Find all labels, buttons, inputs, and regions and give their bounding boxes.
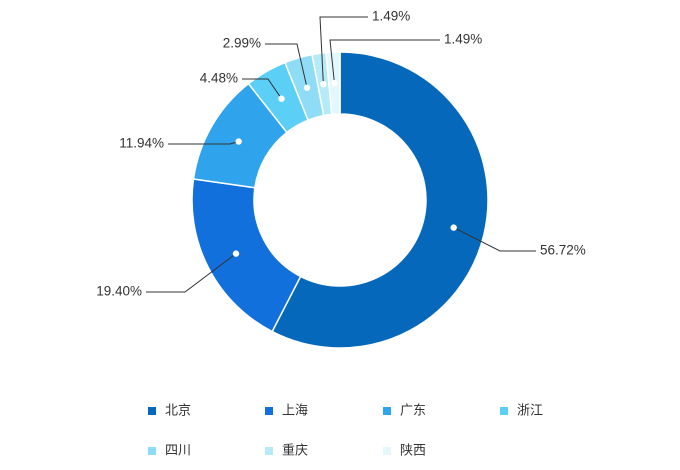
donut-slices: [191, 51, 489, 349]
legend-swatch-7[interactable]: [383, 447, 391, 455]
leader-dot-3: [235, 138, 242, 145]
legend-label-7[interactable]: 陕西: [400, 444, 426, 459]
leader-line-5: [265, 43, 308, 88]
legend-label-5[interactable]: 四川: [165, 444, 191, 459]
legend-label-6[interactable]: 重庆: [282, 443, 308, 459]
data-label-6: 1.49%: [372, 9, 410, 24]
percentage-labels: 56.72% 19.40% 11.94% 4.48% 2.99% 1.49% 1.49%: [96, 9, 586, 299]
slice-1[interactable]: [271, 51, 489, 349]
legend-swatch-5[interactable]: [148, 447, 156, 455]
slice-2[interactable]: [191, 178, 302, 333]
leader-dot-6: [320, 80, 327, 88]
leader-dot-4: [278, 95, 285, 102]
leader-dot-7: [331, 79, 338, 87]
leader-line-2: [146, 253, 237, 293]
leader-line-7: [329, 39, 440, 84]
leader-dot-5: [303, 84, 311, 91]
legend-swatch-2[interactable]: [265, 407, 273, 415]
leader-line-1: [453, 227, 536, 252]
legend-label-1[interactable]: 北京: [165, 404, 191, 419]
legend-label-2[interactable]: 上海: [282, 404, 308, 419]
leader-line-6: [319, 16, 368, 85]
leader-dot-1: [450, 224, 457, 231]
data-label-3: 11.94%: [119, 136, 164, 151]
data-label-4: 4.48%: [200, 71, 238, 86]
data-label-5: 2.99%: [223, 36, 261, 51]
leader-dot-2: [232, 250, 240, 257]
legend-label-4[interactable]: 浙江: [517, 404, 543, 419]
data-label-7: 1.49%: [444, 32, 482, 47]
data-label-1: 56.72%: [540, 243, 586, 258]
legend-swatch-3[interactable]: [383, 407, 391, 415]
legend-swatch-1[interactable]: [148, 407, 156, 415]
leader-line-4: [242, 78, 282, 99]
legend-swatch-6[interactable]: [265, 447, 273, 455]
label-leaders: [146, 16, 536, 293]
data-label-2: 19.40%: [96, 284, 142, 299]
legend-label-3[interactable]: 广东: [400, 404, 426, 419]
legend-swatch-4[interactable]: [500, 407, 508, 415]
